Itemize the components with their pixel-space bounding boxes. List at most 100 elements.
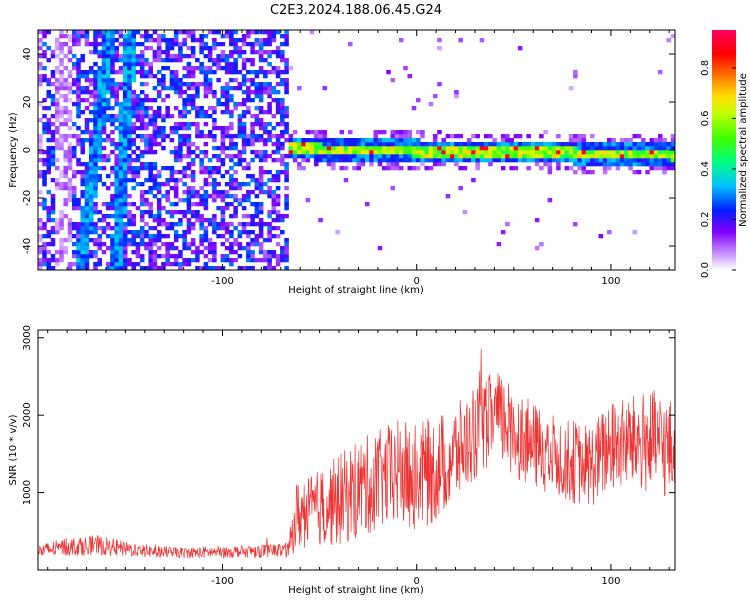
spectrogram-cell [148, 254, 153, 259]
spectrogram-cell [42, 98, 47, 103]
spectrogram-cell [54, 118, 60, 123]
spectrogram-cell [229, 202, 234, 207]
spectrogram-cell [122, 182, 128, 187]
spectrogram-cell [309, 146, 315, 151]
spectrogram-cell [122, 254, 128, 259]
spectrogram-cell [398, 150, 404, 155]
spectrogram-cell [492, 146, 497, 151]
spectrogram-cell [590, 170, 595, 175]
spectrogram-cell [80, 254, 86, 259]
spectrogram-cell [110, 34, 115, 39]
spectrogram-cell [88, 138, 94, 143]
spectrogram-cell [224, 182, 230, 187]
spectrogram-cell [267, 38, 272, 43]
spectrogram-cell [246, 222, 251, 227]
spectrogram-cell [148, 134, 153, 139]
spectrogram-cell [190, 74, 196, 79]
spectrogram-cell [46, 126, 52, 131]
spectrogram-cell [233, 78, 238, 83]
spectrogram-cell [607, 162, 612, 167]
spectrogram-cell [67, 186, 73, 191]
spectrogram-cell [105, 30, 111, 35]
spectrogram-cell [212, 42, 217, 47]
spectrogram-cell [71, 206, 77, 211]
spectrogram-cell [93, 166, 98, 171]
spectrogram-cell [203, 234, 209, 239]
spectrogram-cell [59, 214, 64, 219]
spectrogram-cell [182, 122, 187, 127]
spectrogram-cell [377, 162, 383, 167]
spectrogram-cell [127, 214, 132, 219]
spectrogram-cell [42, 114, 47, 119]
spectrogram-cell [118, 170, 124, 175]
spectrogram-cell [207, 266, 213, 270]
spectrogram-cell [233, 198, 238, 203]
spectrogram-cell [284, 246, 289, 251]
spectrogram-cell [152, 122, 158, 127]
spectrogram-cell [581, 154, 587, 159]
spectrogram-cell [88, 78, 94, 83]
spectrogram-cell [139, 134, 145, 139]
spectrogram-cell [216, 42, 221, 47]
spectrogram-cell [246, 230, 251, 235]
spectrogram-cell [619, 146, 625, 151]
spectrogram-cell [250, 126, 255, 131]
spectrogram-cell [241, 78, 247, 83]
spectrogram-cell [356, 146, 362, 151]
spectrogram-cell [105, 90, 111, 95]
spectrogram-cell [263, 42, 268, 47]
spectrogram-cell [101, 114, 107, 119]
spectrogram-cell [161, 58, 166, 63]
spectrogram-cell [135, 206, 141, 211]
spectrogram-cell [63, 198, 69, 203]
spectrogram-cell [156, 142, 162, 147]
spectrogram-cell [534, 246, 540, 251]
spectrogram-cell [207, 250, 213, 255]
spectrogram-cell [526, 166, 531, 171]
spectrogram-cell [93, 230, 98, 235]
spectrogram-cell [105, 114, 111, 119]
colorbar-tick-label: 0.6 [700, 110, 711, 126]
spectrogram-cell [207, 70, 213, 75]
spectrogram-cell [59, 58, 64, 63]
spectrogram-cell [71, 198, 77, 203]
spectrogram-cell [271, 30, 277, 35]
spectrogram-cell [67, 46, 73, 51]
spectrogram-cell [59, 134, 64, 139]
spectrogram-cell [220, 174, 226, 179]
spectrogram-cell [560, 158, 565, 163]
spectrogram-cell [169, 150, 175, 155]
spectrogram-cell [97, 90, 102, 95]
spectrogram-cell [156, 190, 162, 195]
spectrogram-cell [254, 234, 260, 239]
spectrogram-cell [118, 154, 124, 159]
spectrogram-cell [110, 82, 115, 87]
spectrogram-cell [594, 150, 599, 155]
spectrogram-cell [258, 174, 264, 179]
spectrogram-cell [343, 146, 349, 151]
spectrogram-cell [203, 46, 209, 51]
spectrogram-cell [662, 138, 667, 143]
spectrogram-cell [280, 170, 285, 175]
spectrogram-cell [122, 190, 128, 195]
spectrogram-cell [182, 114, 187, 119]
spectrogram-cell [190, 190, 196, 195]
spectrogram-cell [250, 254, 255, 259]
spectrogram-cell [178, 50, 183, 55]
spectrogram-cell [178, 250, 183, 255]
spectrogram-cell [428, 154, 434, 159]
spectrogram-cell [131, 178, 136, 183]
spectrogram-cell [152, 38, 158, 43]
spectrogram-cell [84, 262, 90, 267]
spectrogram-cell [122, 250, 128, 255]
spectrogram-cell [220, 58, 226, 63]
spectrogram-cell [207, 182, 213, 187]
spectrogram-cell [80, 214, 86, 219]
spectrogram-cell [534, 162, 540, 167]
spectrogram-cell [297, 154, 302, 159]
spectrogram-cell [267, 90, 272, 95]
spectrogram-cell [76, 90, 81, 95]
spectrogram-cell [254, 194, 260, 199]
spectrogram-cell [258, 70, 264, 75]
spectrogram-cell [543, 130, 548, 135]
